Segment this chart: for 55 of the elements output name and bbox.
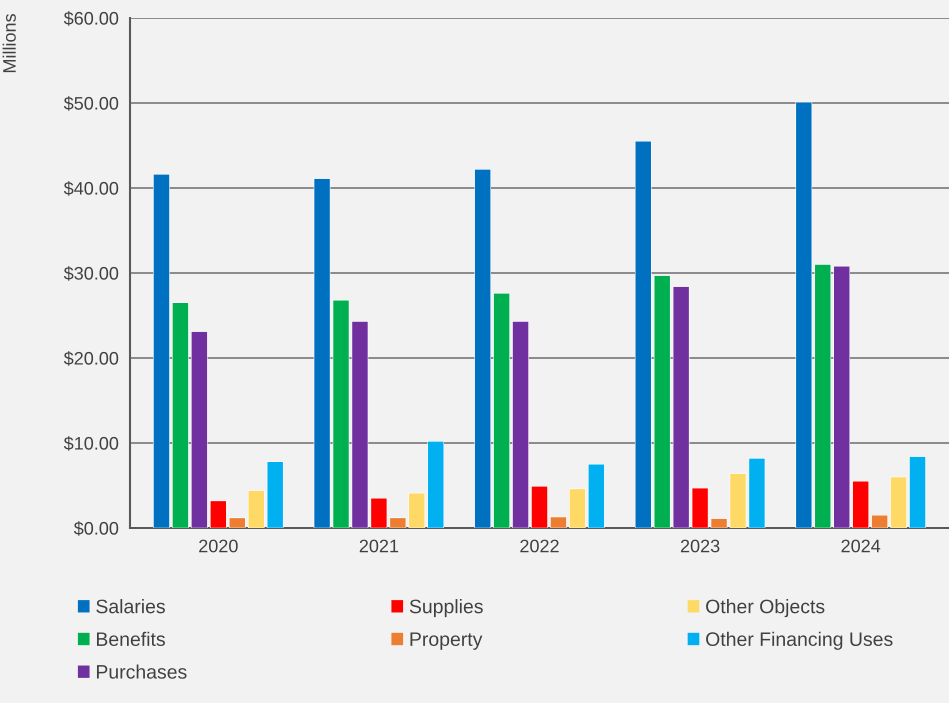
y-tick-label: $40.00 — [64, 181, 118, 196]
bar — [390, 518, 406, 528]
bar — [493, 293, 510, 528]
legend-label: Other Objects — [706, 599, 824, 618]
bar — [833, 266, 850, 528]
bar — [909, 456, 926, 528]
bar — [852, 480, 869, 528]
x-tick-label: 2021 — [360, 540, 398, 552]
bar — [228, 518, 246, 528]
bar — [408, 492, 426, 528]
bar — [210, 500, 227, 528]
x-tick-label: 2022 — [520, 540, 559, 552]
bar — [474, 169, 491, 528]
y-tick-label: $50.00 — [64, 96, 118, 111]
bar — [352, 321, 368, 528]
bar — [266, 461, 284, 528]
bar — [569, 488, 586, 528]
bar — [796, 102, 812, 528]
y-tick-label: $20.00 — [64, 351, 118, 366]
y-tick-label: $30.00 — [64, 266, 118, 281]
bar — [191, 331, 208, 528]
bar — [871, 514, 888, 528]
bar — [672, 286, 690, 528]
bar — [512, 321, 529, 528]
bar — [710, 518, 728, 528]
legend-label: Supplies — [410, 599, 483, 618]
bar — [654, 275, 670, 528]
bar — [550, 516, 567, 528]
y-tick-label: $0.00 — [74, 521, 118, 536]
bar — [314, 178, 330, 528]
bar — [531, 486, 548, 528]
legend-label: Property — [410, 632, 482, 650]
bar — [692, 488, 708, 528]
bar — [730, 473, 746, 528]
bar — [814, 264, 832, 528]
x-tick-label: 2023 — [680, 540, 720, 552]
bar — [890, 476, 907, 528]
legend-label: Benefits — [96, 632, 165, 646]
bar — [172, 302, 189, 528]
y-tick-label: $60.00 — [64, 11, 118, 26]
legend-label: Other Financing Uses — [706, 632, 893, 650]
x-tick-label: 2020 — [199, 540, 238, 552]
legend-label: Purchases — [96, 664, 187, 679]
legend-label: Salaries — [96, 599, 165, 614]
bar — [248, 490, 265, 528]
bar — [332, 300, 350, 528]
y-tick-label: $10.00 — [64, 436, 118, 451]
bar — [748, 458, 766, 528]
y-axis-title: Millions — [2, 14, 16, 72]
bar — [370, 498, 388, 528]
bar — [588, 464, 605, 528]
x-tick-label: 2024 — [842, 540, 880, 552]
bar — [427, 441, 444, 528]
bar — [153, 174, 170, 528]
bar — [634, 140, 652, 528]
